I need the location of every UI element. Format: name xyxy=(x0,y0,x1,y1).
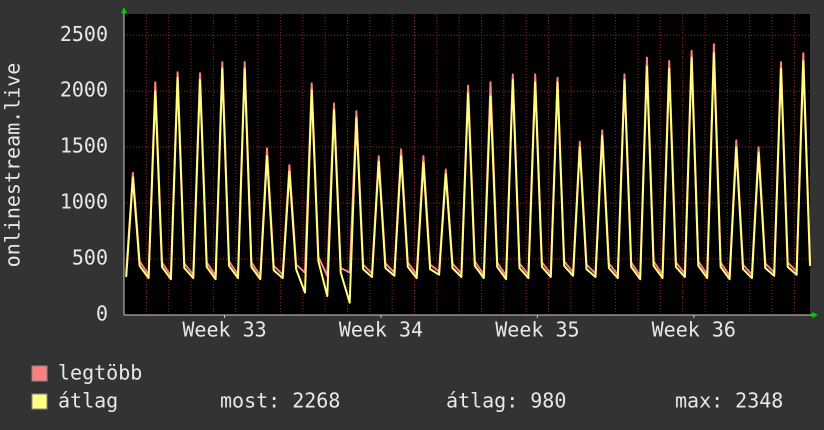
stat-value: 980 xyxy=(530,389,566,413)
y-tick-label: 1500 xyxy=(60,134,108,158)
legend-label: legtöbb xyxy=(58,361,142,385)
y-tick-label: 0 xyxy=(96,302,108,326)
legend-swatch xyxy=(31,365,48,382)
axis-arrow xyxy=(812,312,818,318)
legend-label: átlag xyxy=(58,389,118,413)
stat-value: 2268 xyxy=(292,389,340,413)
stat-value: 2348 xyxy=(735,389,783,413)
stat-label: most: xyxy=(220,389,280,413)
stat-label: átlag: xyxy=(446,389,518,413)
x-tick-label: Week 36 xyxy=(652,318,736,342)
x-tick-label: Week 33 xyxy=(182,318,266,342)
y-axis-label: onlinestream.live xyxy=(1,63,25,268)
y-tick-label: 2000 xyxy=(60,78,108,102)
x-tick-label: Week 35 xyxy=(495,318,579,342)
series-line xyxy=(125,52,811,304)
x-tick-label: Week 34 xyxy=(339,318,423,342)
lines xyxy=(125,43,811,304)
y-tick-label: 500 xyxy=(72,246,108,270)
legend-swatch xyxy=(31,393,48,410)
y-tick-label: 2500 xyxy=(60,22,108,46)
y-tick-label: 1000 xyxy=(60,190,108,214)
axis-arrow xyxy=(121,7,127,13)
stat-label: max: xyxy=(675,389,723,413)
